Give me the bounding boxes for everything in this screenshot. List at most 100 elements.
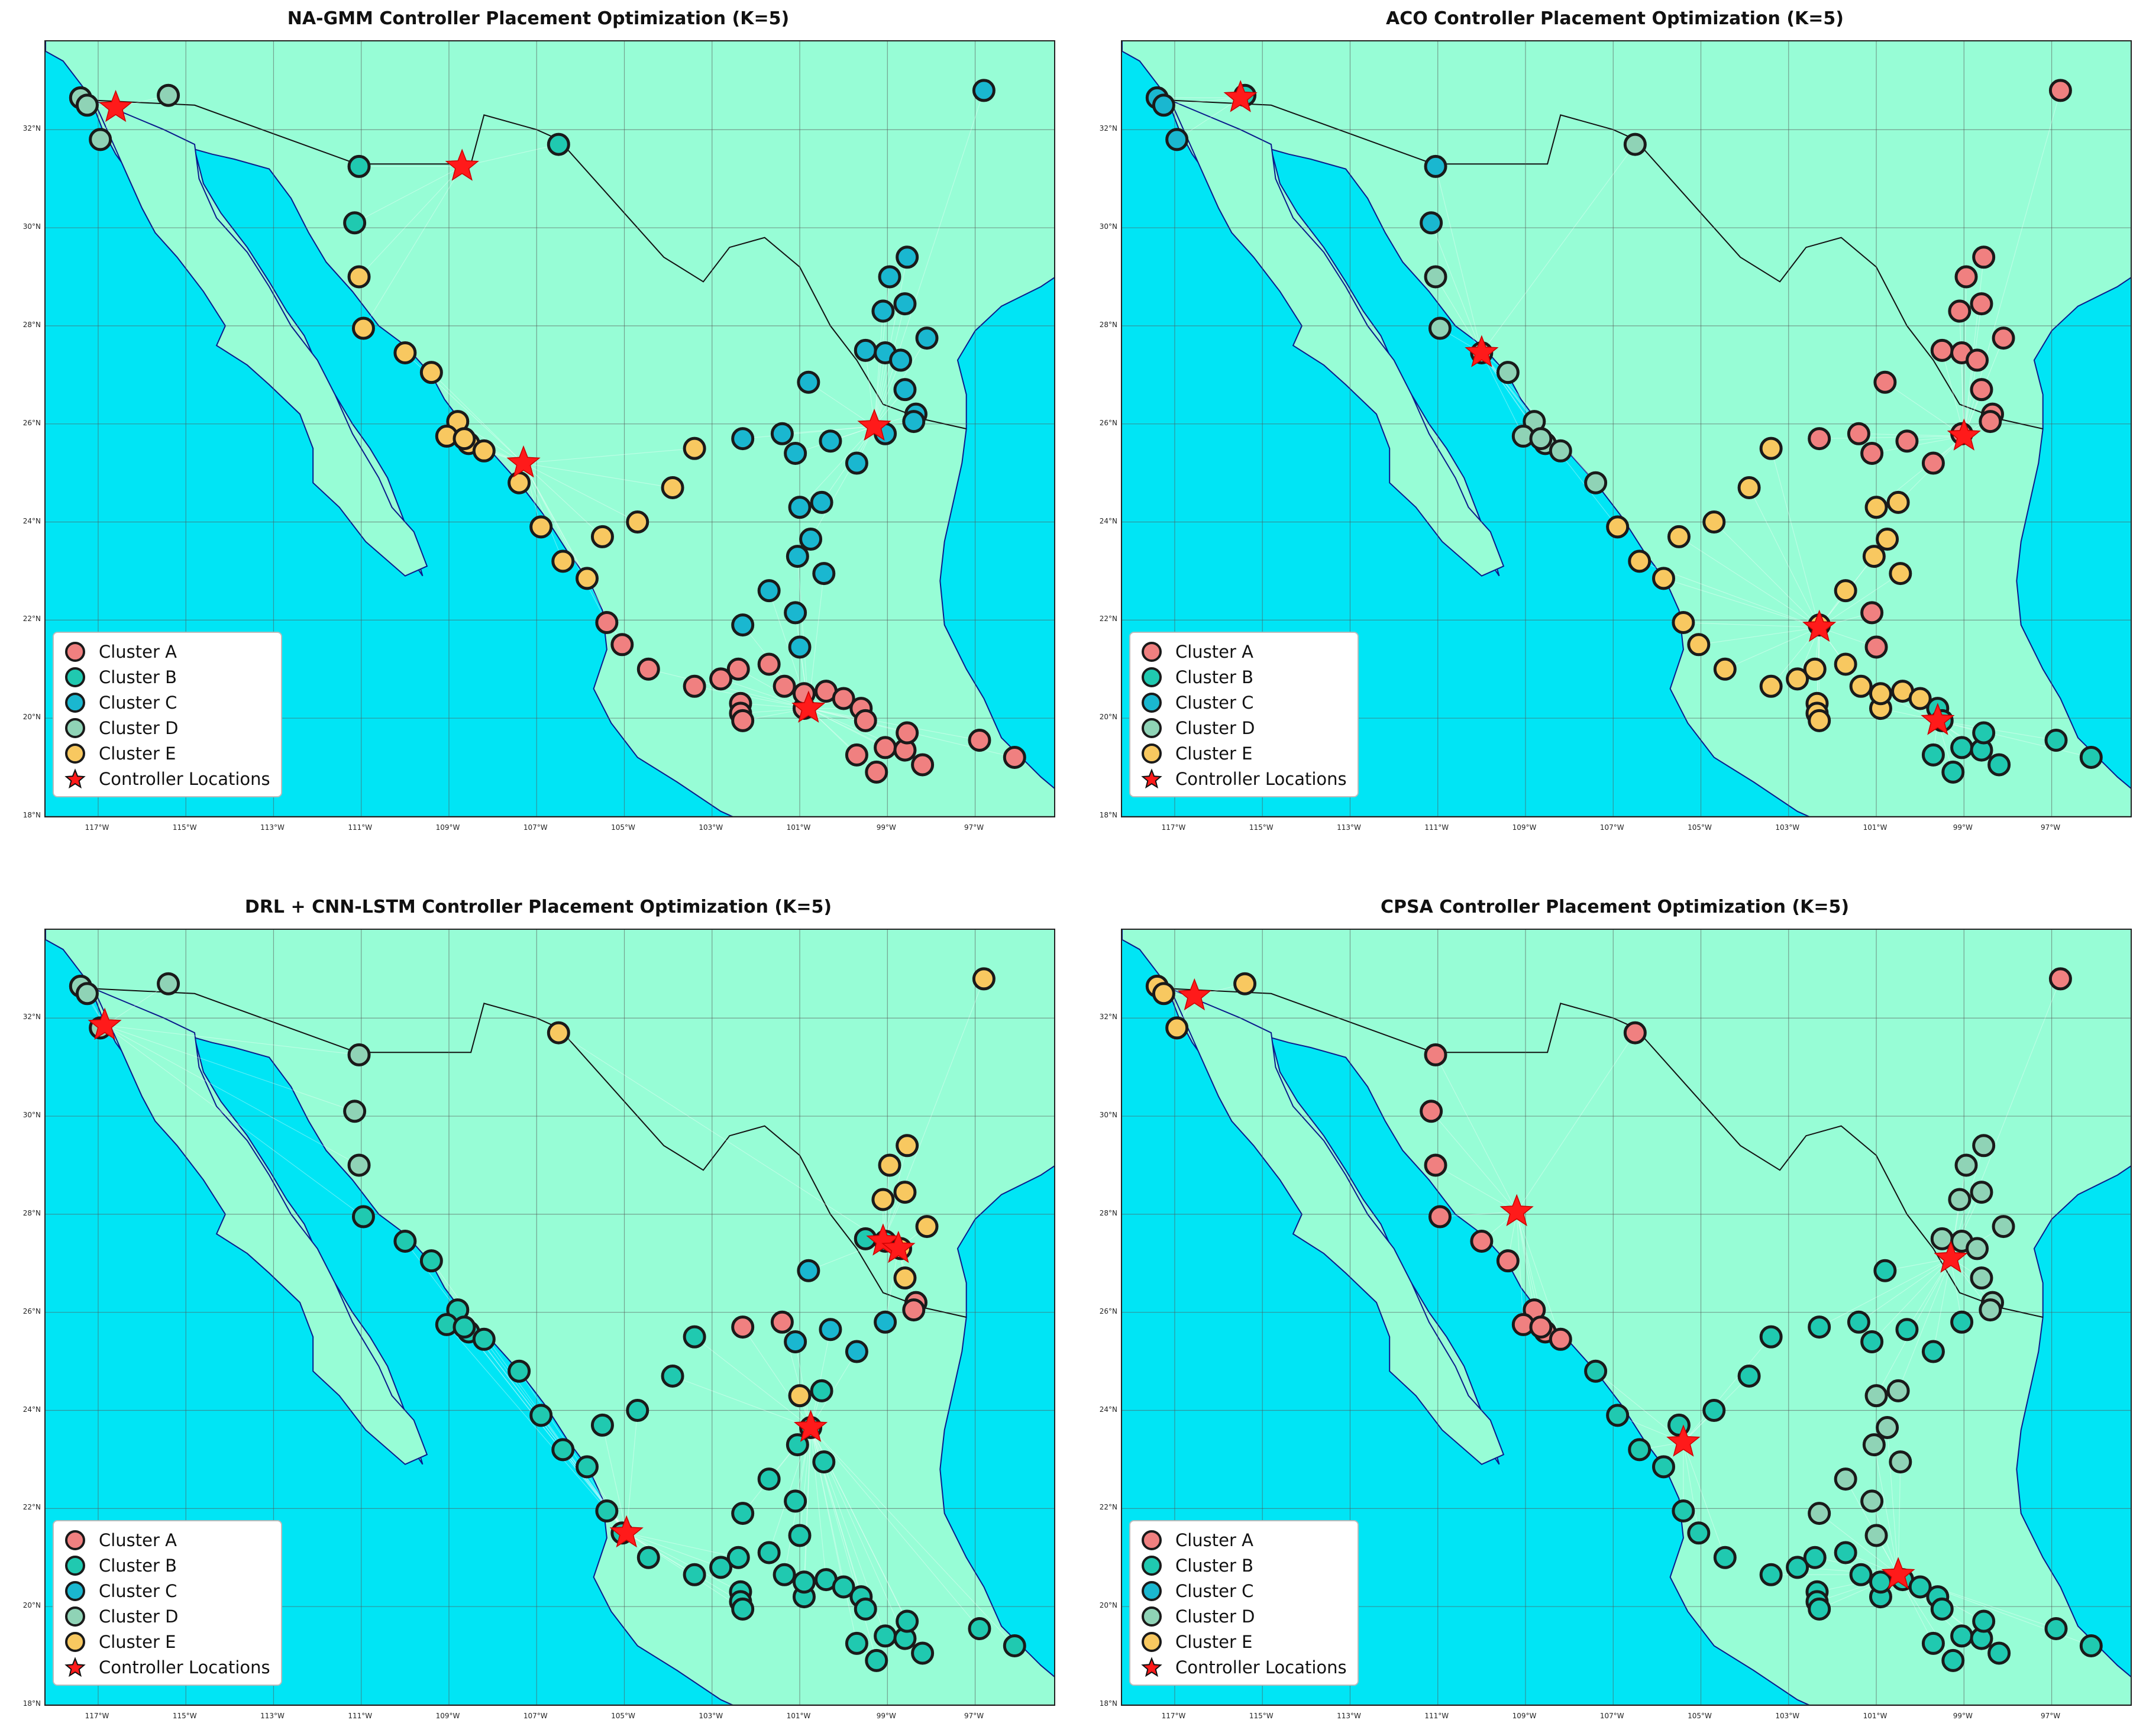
node-cluster-a bbox=[610, 633, 634, 657]
node-cluster-b bbox=[2044, 1617, 2068, 1640]
lat-tick-label: 22°N bbox=[22, 1503, 41, 1512]
legend-item: Controller Locations bbox=[62, 766, 270, 791]
node-cluster-e bbox=[453, 427, 476, 451]
assignment-link bbox=[626, 1533, 741, 1592]
node-cluster-a bbox=[874, 736, 897, 759]
assignment-link bbox=[1770, 448, 1820, 628]
lon-tick-label: 105°W bbox=[611, 823, 635, 832]
assignment-link bbox=[1431, 1111, 1517, 1213]
node-cluster-e bbox=[1869, 682, 1892, 706]
assignment-link bbox=[363, 166, 463, 329]
legend-item: Cluster B bbox=[62, 1553, 270, 1578]
node-cluster-b bbox=[661, 1364, 684, 1388]
assignment-link bbox=[563, 1449, 627, 1534]
node-cluster-b bbox=[810, 1379, 833, 1402]
assignment-link bbox=[446, 1324, 627, 1534]
node-cluster-d bbox=[1834, 1467, 1857, 1491]
legend-label: Cluster A bbox=[99, 641, 177, 662]
node-cluster-a bbox=[1930, 338, 1954, 362]
node-cluster-d bbox=[347, 1043, 371, 1066]
legend-label: Cluster B bbox=[1175, 1555, 1254, 1576]
legend: Cluster A Cluster B Cluster C Cluster D Clus… bbox=[53, 1520, 282, 1686]
assignment-link bbox=[1516, 1211, 1535, 1310]
legend-item: Cluster A bbox=[62, 1527, 270, 1553]
node-cluster-b bbox=[1003, 1634, 1026, 1658]
node-cluster-e bbox=[351, 316, 375, 340]
node-cluster-d bbox=[1862, 1433, 1886, 1457]
node-cluster-b bbox=[757, 1541, 781, 1564]
node-cluster-a bbox=[1496, 1249, 1520, 1273]
node-cluster-e bbox=[1849, 674, 1873, 698]
node-cluster-d bbox=[1948, 1188, 1972, 1211]
node-cluster-e bbox=[1687, 633, 1711, 657]
assignment-link bbox=[602, 1425, 627, 1533]
node-cluster-e bbox=[547, 1021, 570, 1045]
node-cluster-e bbox=[1652, 567, 1676, 590]
legend-item: Cluster C bbox=[62, 1578, 270, 1604]
star-icon bbox=[1139, 1656, 1165, 1678]
assignment-link bbox=[1749, 487, 1820, 628]
node-cluster-b bbox=[788, 1524, 812, 1547]
node-cluster-b bbox=[1921, 1631, 1945, 1655]
node-cluster-a bbox=[1972, 245, 1996, 269]
node-cluster-e bbox=[1786, 667, 1809, 691]
circle-marker-icon bbox=[1139, 1530, 1165, 1551]
node-cluster-c bbox=[810, 490, 833, 514]
assignment-link bbox=[626, 1410, 638, 1533]
assignment-link bbox=[626, 1533, 741, 1602]
node-cluster-e bbox=[1628, 549, 1651, 573]
node-cluster-b bbox=[547, 132, 570, 156]
node-cluster-d bbox=[1966, 1237, 1989, 1260]
node-cluster-e bbox=[1908, 687, 1932, 710]
circle-marker-icon bbox=[62, 1530, 88, 1551]
assignment-link bbox=[1959, 311, 1964, 437]
node-cluster-d bbox=[1970, 1266, 1993, 1290]
star-icon bbox=[62, 1656, 88, 1678]
node-cluster-d bbox=[75, 93, 99, 117]
assignment-link bbox=[523, 463, 588, 579]
baja-peninsula bbox=[92, 987, 428, 1465]
legend-item: Cluster A bbox=[1139, 1527, 1347, 1553]
circle-marker-icon bbox=[62, 1555, 88, 1576]
assignment-link bbox=[808, 708, 980, 741]
node-cluster-d bbox=[343, 1100, 367, 1123]
assignment-link bbox=[523, 463, 603, 537]
legend-item: Cluster B bbox=[62, 664, 270, 690]
node-cluster-b bbox=[1606, 1404, 1630, 1427]
legend-item: Cluster B bbox=[1139, 664, 1347, 690]
controller-star bbox=[1934, 1240, 1968, 1273]
node-cluster-e bbox=[893, 1266, 917, 1290]
node-cluster-b bbox=[1834, 1541, 1857, 1564]
node-cluster-e bbox=[1864, 496, 1888, 519]
lat-tick-label: 24°N bbox=[22, 1405, 41, 1414]
assignment-link bbox=[1932, 1258, 1951, 1352]
controller-star bbox=[1947, 418, 1981, 451]
assignment-link bbox=[558, 1032, 884, 1242]
node-cluster-e bbox=[1862, 545, 1886, 568]
legend-item: Cluster E bbox=[1139, 741, 1347, 766]
assignment-link bbox=[1481, 144, 1636, 353]
lon-tick-label: 97°W bbox=[2040, 1712, 2061, 1720]
node-cluster-d bbox=[347, 1153, 371, 1177]
node-cluster-d bbox=[89, 128, 112, 151]
node-cluster-a bbox=[731, 709, 755, 732]
node-cluster-a bbox=[1992, 326, 2015, 350]
lon-tick-label: 111°W bbox=[348, 823, 373, 832]
controller-star bbox=[1921, 703, 1955, 735]
node-cluster-c bbox=[770, 422, 794, 445]
node-cluster-d bbox=[1860, 1489, 1884, 1513]
node-cluster-e bbox=[1165, 1016, 1189, 1040]
circle-marker-icon bbox=[1139, 743, 1165, 764]
node-cluster-e bbox=[551, 549, 575, 573]
node-cluster-b bbox=[1895, 1318, 1919, 1341]
lat-tick-label: 18°N bbox=[1099, 1699, 1117, 1708]
node-cluster-a bbox=[1808, 427, 1831, 451]
assignment-link bbox=[1859, 1258, 1951, 1323]
node-cluster-e bbox=[1803, 657, 1827, 681]
assignment-link bbox=[810, 1427, 827, 1580]
lon-tick-label: 115°W bbox=[1249, 823, 1274, 832]
node-cluster-e bbox=[1759, 437, 1783, 460]
controller-star bbox=[857, 408, 891, 441]
assignment-link bbox=[795, 1427, 812, 1502]
panel-title: DRL + CNN-LSTM Controller Placement Opti… bbox=[244, 897, 832, 917]
